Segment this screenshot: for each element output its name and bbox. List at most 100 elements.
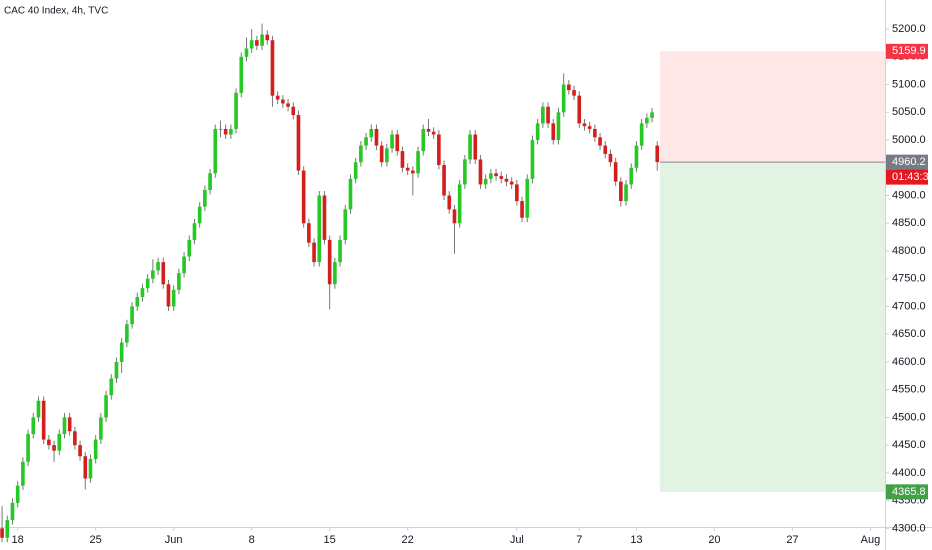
- stop-label: 5159.9: [892, 45, 926, 57]
- x-tick-label: 25: [90, 534, 102, 546]
- candle-body: [587, 126, 592, 129]
- candle-body: [639, 123, 644, 146]
- candle-body: [509, 181, 514, 185]
- y-tick-label: 4900.0: [892, 189, 926, 201]
- candle-body: [171, 289, 176, 307]
- candle-body: [634, 145, 639, 168]
- candle-body: [52, 445, 56, 451]
- candle-body: [47, 439, 51, 446]
- entry-label: 4960.2: [892, 156, 926, 168]
- x-tick-label: 8: [249, 534, 255, 546]
- candle-body: [353, 162, 358, 179]
- candle-body: [93, 439, 98, 460]
- x-tick-label: 18: [12, 534, 24, 546]
- candle-body: [556, 112, 561, 141]
- candle-body: [317, 195, 322, 263]
- candle-body: [291, 106, 296, 116]
- candle-body: [99, 417, 103, 440]
- y-tick-label: 4300.0: [892, 522, 926, 534]
- candle-body: [119, 342, 124, 362]
- candle-body: [255, 40, 259, 46]
- candle-body: [307, 223, 311, 243]
- candle-body: [603, 145, 608, 154]
- candle-body: [78, 445, 82, 457]
- candle-body: [525, 178, 530, 218]
- candle-body: [489, 173, 493, 179]
- candle-body: [10, 502, 15, 521]
- candle-body: [624, 184, 628, 202]
- candle-body: [265, 34, 270, 41]
- candle-body: [421, 128, 426, 152]
- candle-body: [322, 195, 327, 240]
- candle-body: [447, 195, 452, 210]
- candle-body: [166, 284, 171, 307]
- candle-body: [156, 262, 160, 271]
- candle-body: [546, 106, 550, 124]
- candle-body: [650, 112, 654, 118]
- y-tick-label: 4600.0: [892, 356, 926, 368]
- x-tick-label: 27: [786, 534, 798, 546]
- candle-body: [385, 148, 389, 163]
- x-tick-label: Jul: [510, 534, 524, 546]
- stop-zone: [659, 51, 885, 163]
- countdown-label-box: [886, 169, 928, 185]
- candle-body: [140, 288, 145, 298]
- candle-body: [473, 134, 478, 160]
- candle-body: [5, 520, 10, 538]
- candle-body: [561, 84, 566, 113]
- candle-body: [83, 456, 88, 479]
- candle-body: [161, 262, 166, 285]
- candle-body: [88, 459, 93, 479]
- candle-body: [374, 128, 379, 146]
- candle-body: [442, 165, 446, 196]
- x-tick-label: Jun: [165, 534, 183, 546]
- y-tick-label: 4800.0: [892, 245, 926, 257]
- x-tick-label: 20: [708, 534, 720, 546]
- candle-body: [499, 176, 504, 179]
- candle-body: [187, 239, 192, 257]
- candle-body: [203, 189, 207, 207]
- candle-body: [15, 485, 20, 503]
- y-tick-label: 4550.0: [892, 384, 926, 396]
- y-tick-label: 4750.0: [892, 273, 926, 285]
- candle-body: [249, 40, 254, 49]
- candle-body: [104, 395, 108, 418]
- candle-body: [530, 140, 535, 179]
- candle-body: [645, 117, 649, 124]
- candle-body: [437, 134, 441, 166]
- candle-body: [463, 159, 467, 185]
- candle-body: [395, 134, 400, 152]
- candle-body: [400, 151, 405, 168]
- candle-body: [619, 181, 623, 202]
- candle-body: [223, 128, 228, 135]
- candle-body: [114, 361, 119, 379]
- candle-body: [270, 40, 275, 96]
- candle-body: [515, 184, 519, 202]
- candle-body: [629, 167, 634, 185]
- candle-body: [426, 128, 431, 132]
- candle-body: [151, 270, 155, 279]
- candle-body: [411, 170, 415, 174]
- y-tick-label: 4450.0: [892, 439, 926, 451]
- candle-body: [369, 128, 374, 138]
- candle-body: [41, 400, 46, 440]
- candle-body: [213, 128, 218, 174]
- candle-body: [36, 400, 41, 418]
- candle-body: [452, 209, 457, 224]
- candle-body: [333, 262, 337, 285]
- candle-body: [208, 173, 212, 190]
- x-tick-label: 15: [324, 534, 336, 546]
- candle-body: [62, 417, 67, 435]
- candle-body: [364, 137, 368, 146]
- x-tick-label: 22: [402, 534, 414, 546]
- candle-body: [301, 170, 306, 224]
- y-tick-label: 5200.0: [892, 23, 926, 35]
- stop-label-box: [886, 43, 928, 59]
- candle-body: [504, 178, 509, 182]
- candle-body: [478, 159, 483, 185]
- y-tick-label: 5050.0: [892, 106, 926, 118]
- candle-body: [582, 123, 587, 127]
- candle-body: [73, 431, 77, 446]
- x-tick-label: 13: [630, 534, 642, 546]
- candle-body: [234, 92, 238, 129]
